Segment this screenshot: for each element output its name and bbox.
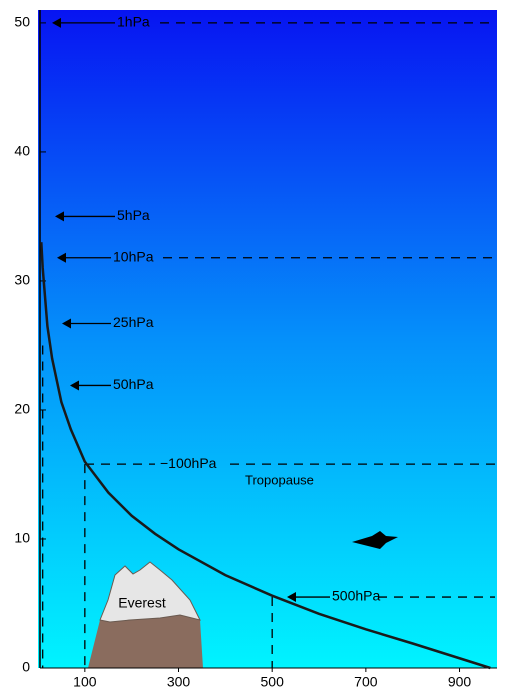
level-label: 500hPa: [332, 588, 380, 604]
plot-background: [38, 10, 497, 668]
y-tick-label: 20: [14, 401, 30, 417]
level-label: 5hPa: [117, 207, 150, 223]
annotation: Tropopause: [245, 472, 314, 487]
annotation: Everest: [118, 595, 166, 611]
y-tick-label: 50: [14, 14, 30, 30]
y-tick-label: 10: [14, 530, 30, 546]
x-tick-label: 900: [448, 674, 472, 690]
y-tick-label: 30: [14, 272, 30, 288]
level-label: 50hPa: [113, 376, 154, 392]
chart: 0 10 20 30 40 50 100 300 500 700 900 1hPa 5hPa 10hPa 2…: [0, 0, 519, 693]
x-tick-label: 500: [261, 674, 285, 690]
y-tick-label: 0: [22, 659, 30, 675]
y-tick-label: 40: [14, 143, 30, 159]
level-label: 10hPa: [113, 248, 154, 264]
level-label: 25hPa: [113, 314, 154, 330]
x-tick-label: 100: [73, 674, 97, 690]
level-label: −100hPa: [160, 455, 217, 471]
x-tick-label: 300: [167, 674, 191, 690]
level-label: 1hPa: [117, 14, 150, 30]
x-tick-label: 700: [354, 674, 378, 690]
